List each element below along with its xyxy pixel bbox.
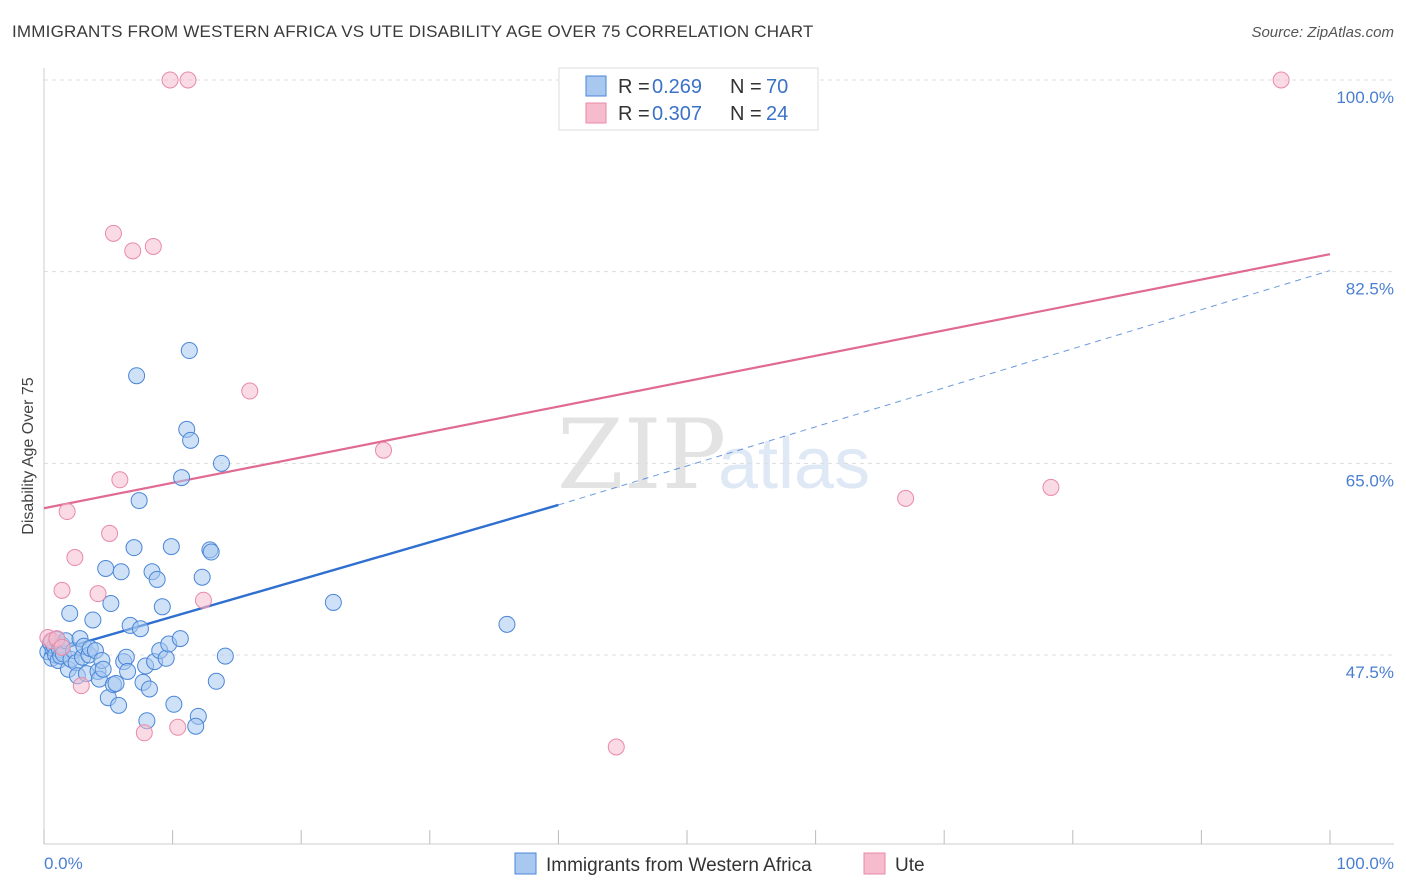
point-western-africa-31 [97,559,115,577]
data-points [39,71,1290,756]
point-western-africa-49 [140,680,158,698]
bottom-legend-swatch-pink [863,852,886,875]
bottom-legend-label-pink: Ute [895,855,925,876]
point-western-africa-44 [130,492,148,510]
watermark-zip: ZIP [557,399,726,511]
point-ute-18 [194,591,212,609]
watermark-atlas: atlas [718,424,870,504]
point-western-africa-39 [117,648,135,666]
point-western-africa-59 [171,630,189,648]
bottom-legend-swatch-blue [514,852,537,875]
bottom-legend: Immigrants from Western Africa Ute [514,852,925,876]
point-western-africa-58 [165,695,183,713]
legend-r-value-blue: 0.269 [652,76,702,98]
point-ute-17 [179,71,197,89]
gridlines [44,79,1394,656]
point-ute-6 [66,549,84,567]
point-western-africa-14 [61,604,79,622]
point-ute-4 [53,581,71,599]
point-ute-24 [1272,71,1290,89]
point-western-africa-70 [212,454,230,472]
legend-n-label-pink: N = [730,103,762,125]
trend-line-ute [43,253,1331,510]
point-western-africa-54 [153,598,171,616]
point-ute-3 [53,638,71,656]
legend-swatch-blue [585,75,607,97]
point-western-africa-69 [207,672,225,690]
point-western-africa-57 [162,538,180,556]
point-western-africa-25 [84,611,102,629]
point-ute-11 [111,471,129,489]
legend-r-label-blue: R = [618,76,650,98]
trend-line-western-africa-extension [558,270,1331,506]
point-western-africa-37 [112,563,130,581]
point-western-africa-45 [131,620,149,638]
y-tick-label-0: 100.0% [1336,88,1394,107]
point-western-africa-66 [193,568,211,586]
chart-title: IMMIGRANTS FROM WESTERN AFRICA VS UTE DI… [12,22,814,41]
point-ute-19 [241,382,259,400]
x-ticks: 0.0% 100.0% [43,830,1394,873]
point-western-africa-73 [498,615,516,633]
x-tick-label-1: 100.0% [1336,854,1394,873]
point-ute-5 [58,503,76,521]
point-ute-9 [101,524,119,542]
point-ute-22 [897,489,915,507]
point-western-africa-42 [125,539,143,557]
legend-n-value-blue: 70 [766,76,788,98]
point-western-africa-35 [107,674,125,692]
point-western-africa-72 [324,593,342,611]
x-tick-label-0: 0.0% [44,854,83,873]
point-western-africa-62 [180,342,198,360]
point-western-africa-30 [94,660,112,678]
point-western-africa-63 [182,431,200,449]
point-ute-12 [124,242,142,260]
y-tick-label-3: 47.5% [1346,663,1394,682]
point-western-africa-60 [173,469,191,487]
legend-n-label-blue: N = [730,76,762,98]
point-western-africa-71 [216,647,234,665]
point-ute-8 [89,585,107,603]
point-ute-15 [161,71,179,89]
axes [43,68,1394,845]
source-label: Source: ZipAtlas.com [1251,24,1394,41]
point-ute-10 [104,224,122,242]
point-ute-13 [135,724,153,742]
point-ute-21 [607,738,625,756]
bottom-legend-label-blue: Immigrants from Western Africa [546,855,812,876]
point-western-africa-52 [148,570,166,588]
point-ute-20 [375,441,393,459]
point-western-africa-36 [110,696,128,714]
point-western-africa-43 [128,367,146,385]
legend-r-label-pink: R = [618,103,650,125]
point-ute-7 [72,677,90,695]
y-tick-label-1: 82.5% [1346,280,1394,299]
point-ute-16 [169,718,187,736]
point-western-africa-40 [119,662,137,680]
point-ute-23 [1042,478,1060,496]
point-western-africa-55 [157,649,175,667]
point-western-africa-65 [187,717,205,735]
legend: R = 0.269 N = 70 R = 0.307 N = 24 [558,67,819,131]
point-western-africa-68 [202,543,220,561]
y-tick-labels: 100.0% 82.5% 65.0% 47.5% [1336,88,1394,682]
legend-r-value-pink: 0.307 [652,103,702,125]
legend-n-value-pink: 24 [766,103,788,125]
point-western-africa-33 [102,595,120,613]
y-tick-label-2: 65.0% [1346,471,1394,490]
legend-swatch-pink [585,102,607,124]
y-axis-label: Disability Age Over 75 [20,377,37,535]
point-ute-14 [144,237,162,255]
